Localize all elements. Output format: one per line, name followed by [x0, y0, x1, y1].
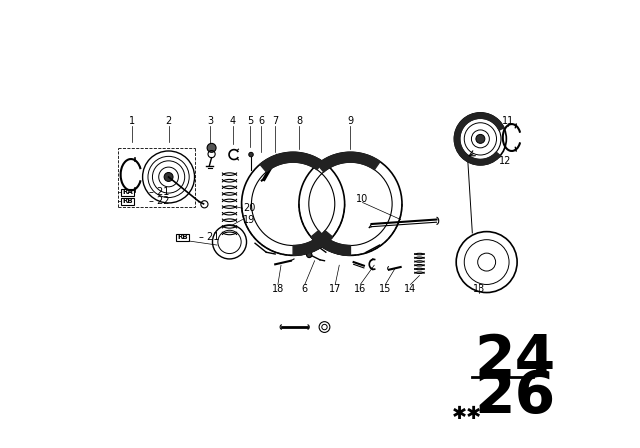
Text: 13: 13 [473, 284, 485, 294]
Text: 11: 11 [502, 116, 515, 126]
Text: – 21: – 21 [199, 233, 220, 242]
Circle shape [249, 152, 253, 157]
Text: 8: 8 [296, 116, 302, 126]
Circle shape [164, 172, 173, 181]
Text: 12: 12 [499, 156, 511, 166]
Text: 4: 4 [230, 116, 236, 126]
Bar [120, 189, 134, 196]
Text: 1: 1 [129, 116, 135, 126]
Text: 18: 18 [272, 284, 284, 294]
Bar [120, 198, 134, 205]
Polygon shape [293, 231, 333, 255]
Bar [176, 234, 189, 241]
Text: 6: 6 [259, 116, 264, 126]
Text: – 21: – 21 [149, 187, 169, 197]
Text: 24: 24 [474, 332, 556, 389]
Text: 10: 10 [356, 194, 369, 204]
Text: 14: 14 [404, 284, 417, 294]
Circle shape [307, 252, 312, 258]
Text: RB: RB [122, 198, 132, 204]
Text: RA: RA [122, 189, 132, 195]
Polygon shape [454, 113, 504, 165]
Circle shape [476, 134, 485, 143]
Text: 17: 17 [329, 284, 341, 294]
Text: 20: 20 [243, 203, 255, 213]
Text: 15: 15 [380, 284, 392, 294]
Text: RB: RB [177, 234, 188, 241]
Text: 6: 6 [301, 284, 308, 294]
Polygon shape [260, 152, 323, 172]
Text: ✱✱: ✱✱ [452, 405, 483, 423]
Text: 5: 5 [247, 116, 253, 126]
Polygon shape [317, 152, 380, 172]
Text: 26: 26 [474, 368, 556, 425]
Polygon shape [311, 231, 351, 255]
Text: 7: 7 [272, 116, 278, 126]
Text: 16: 16 [354, 284, 367, 294]
Text: 9: 9 [348, 116, 353, 126]
Circle shape [207, 143, 216, 152]
Text: 3: 3 [207, 116, 213, 126]
Text: 2: 2 [166, 116, 172, 126]
Text: – 22: – 22 [149, 196, 170, 206]
Text: 19: 19 [243, 215, 255, 224]
